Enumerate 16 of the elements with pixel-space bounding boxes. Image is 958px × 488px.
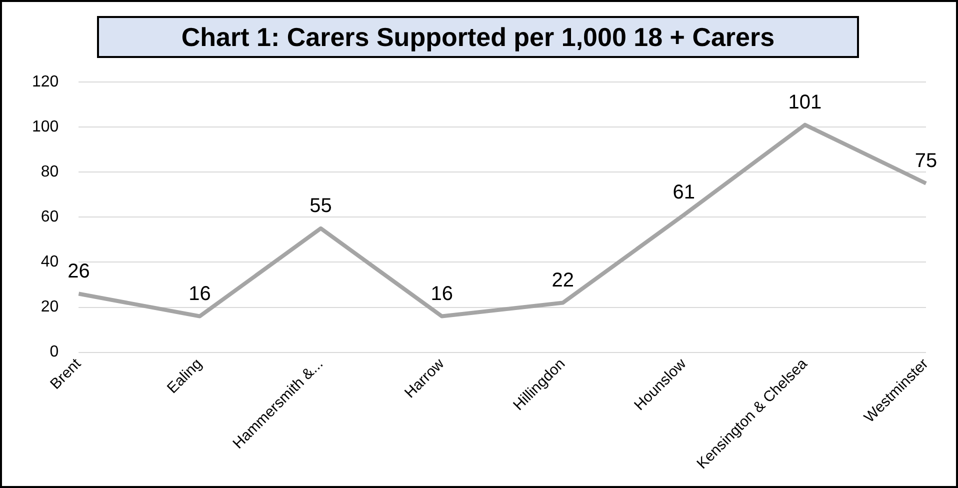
data-label: 16 [188,282,211,305]
y-tick-label: 40 [40,254,59,271]
y-tick-label: 60 [40,208,59,226]
data-label: 55 [310,194,332,217]
y-tick-label: 80 [40,164,59,181]
data-label: 16 [430,282,453,305]
data-label: 75 [914,150,938,172]
chart-title: Chart 1: Carers Supported per 1,000 18 + Carers [97,16,859,58]
y-tick-label: 100 [32,118,59,136]
data-label: 22 [552,269,574,292]
y-tick-label: 120 [32,73,59,90]
data-label: 101 [788,91,822,114]
y-tick-label: 20 [40,298,59,316]
data-label: 61 [672,181,696,204]
data-label: 26 [68,260,90,282]
y-tick-label: 0 [50,344,59,361]
